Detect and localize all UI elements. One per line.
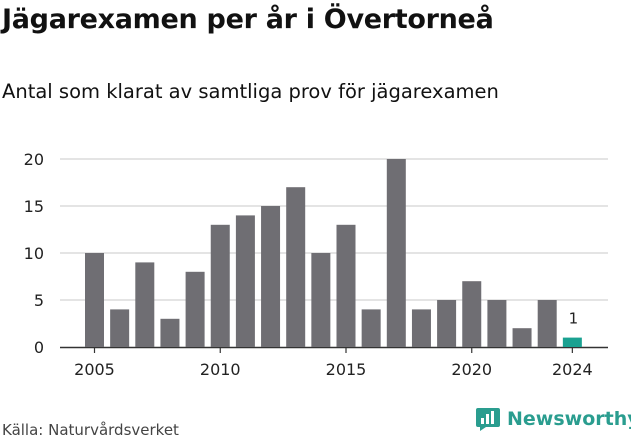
x-tick-label: 2005: [74, 360, 115, 379]
y-tick-label: 10: [24, 244, 44, 263]
bar-2014: [311, 253, 331, 347]
bar-2020: [462, 281, 482, 347]
y-tick-label: 15: [24, 197, 44, 216]
chart-title: Jägarexamen per år i Övertorneå: [2, 4, 494, 35]
y-tick-label: 20: [24, 150, 44, 169]
y-tick-label: 5: [34, 291, 44, 310]
data-label: 1: [569, 310, 579, 328]
grid-layer: [60, 158, 608, 353]
bar-2018: [411, 309, 431, 347]
x-tick-label: 2010: [200, 360, 241, 379]
bar-2007: [135, 262, 155, 347]
bar-2015: [336, 224, 356, 347]
bar-2011: [235, 215, 255, 347]
source-note: Källa: Naturvårdsverket: [2, 421, 179, 439]
chart-subtitle: Antal som klarat av samtliga prov för jä…: [2, 80, 499, 103]
bar-2012: [261, 206, 281, 347]
bar-2013: [286, 187, 306, 347]
x-tick-label: 2024: [552, 360, 593, 379]
bar-2016: [361, 309, 381, 347]
bar-2006: [110, 309, 130, 347]
bar-2010: [210, 224, 230, 347]
bar-2008: [160, 318, 180, 347]
bar-2017: [386, 159, 406, 347]
bar-2023: [537, 300, 557, 347]
bar-2024: [562, 337, 582, 347]
bar-2022: [512, 328, 532, 347]
bar-2019: [437, 300, 457, 347]
x-tick-label: 2020: [451, 360, 492, 379]
bar-2005: [85, 253, 104, 347]
bar-2009: [185, 271, 205, 347]
x-tick-label: 2015: [326, 360, 367, 379]
bar-2021: [487, 300, 507, 347]
y-tick-label: 0: [34, 338, 44, 357]
labels-layer: 0 5 10 15 20 2005 2010 2015 2020 2024 1: [24, 150, 593, 379]
brand-logo: Newsworthy: [475, 406, 631, 432]
brand-name: Newsworthy: [507, 408, 631, 430]
chart-bubble-icon: [476, 408, 500, 431]
bars-layer: [85, 159, 582, 347]
